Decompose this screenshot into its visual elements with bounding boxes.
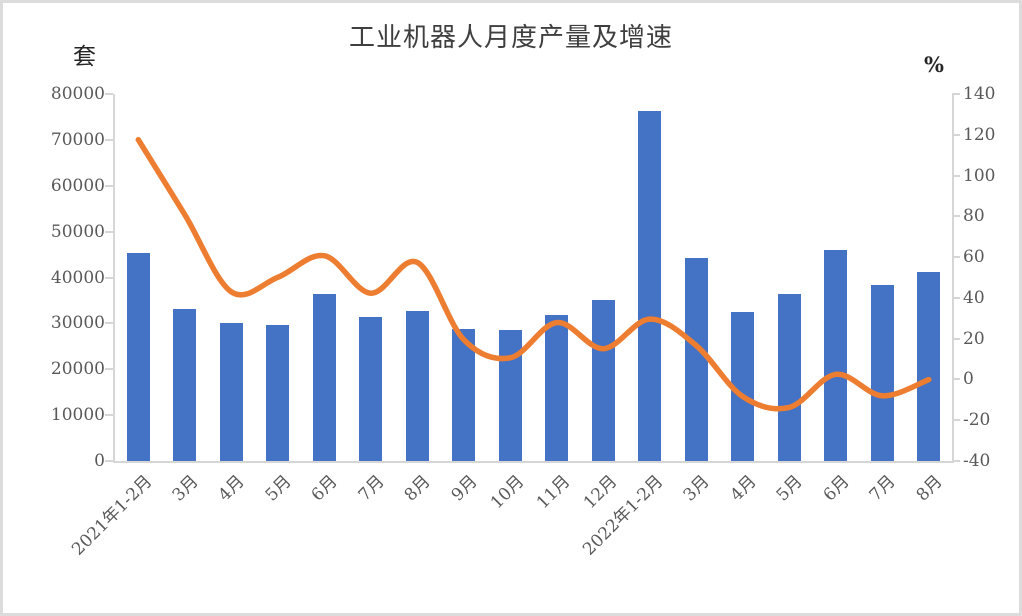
right-axis-tick-label: 140 bbox=[963, 84, 996, 104]
production-bar bbox=[591, 299, 615, 461]
production-bar bbox=[452, 328, 476, 461]
left-axis-tick-label: 80000 bbox=[50, 84, 105, 104]
growth-line bbox=[135, 136, 932, 412]
left-axis-unit-label: 套 bbox=[73, 44, 96, 70]
right-axis-tick-mark bbox=[952, 174, 960, 177]
left-axis-tick-label: 20000 bbox=[50, 359, 105, 380]
right-axis-tick-label: 20 bbox=[963, 328, 985, 349]
right-axis-tick-mark bbox=[952, 419, 960, 422]
x-axis-label: 7月 bbox=[866, 471, 900, 506]
left-axis-tick-label: 60000 bbox=[50, 175, 105, 196]
chart-title: 工业机器人月度产量及增速 bbox=[348, 23, 673, 53]
production-bar bbox=[266, 324, 290, 461]
x-axis-label: 3月 bbox=[680, 471, 714, 506]
x-axis-label: 11月 bbox=[532, 471, 575, 514]
left-axis-tick-mark bbox=[105, 93, 113, 95]
left-axis-tick-mark bbox=[105, 138, 113, 141]
production-bar bbox=[870, 285, 894, 461]
right-axis-tick-label: 0 bbox=[963, 369, 974, 390]
x-axis-label: 2021年1-2月 bbox=[67, 471, 156, 560]
right-axis-tick-mark bbox=[952, 133, 960, 136]
x-axis-label: 9月 bbox=[447, 471, 482, 506]
x-axis-label: 8月 bbox=[912, 471, 947, 506]
x-axis-label: 8月 bbox=[401, 471, 435, 506]
x-axis-label: 6月 bbox=[308, 471, 342, 506]
right-axis-tick-label: 40 bbox=[963, 287, 985, 308]
x-axis-label: 10月 bbox=[486, 471, 528, 514]
production-bar bbox=[545, 314, 569, 461]
right-axis-tick-label: 100 bbox=[963, 165, 996, 186]
production-bar bbox=[312, 294, 336, 461]
x-axis-label: 3月 bbox=[168, 471, 203, 506]
left-axis-tick-label: 10000 bbox=[50, 405, 105, 426]
plot-area bbox=[113, 94, 954, 463]
growth-line-layer bbox=[135, 136, 932, 412]
right-axis-tick-mark bbox=[952, 378, 960, 381]
production-bar bbox=[638, 110, 662, 461]
production-bar bbox=[126, 252, 150, 461]
right-axis-tick-mark bbox=[952, 296, 960, 299]
production-bar bbox=[917, 271, 941, 461]
left-axis-tick-mark bbox=[105, 368, 113, 371]
production-bar bbox=[777, 293, 801, 461]
right-axis-unit-label: % bbox=[924, 52, 944, 77]
production-bar bbox=[219, 322, 243, 461]
right-axis-tick-mark bbox=[952, 93, 960, 95]
x-axis-label: 5月 bbox=[261, 471, 296, 506]
left-axis-tick-label: 30000 bbox=[50, 313, 105, 334]
left-axis-tick-mark bbox=[105, 230, 113, 233]
x-axis-label: 7月 bbox=[354, 471, 389, 506]
left-axis-tick-mark bbox=[105, 414, 113, 417]
production-bar bbox=[173, 309, 197, 461]
x-axis-label: 4月 bbox=[215, 471, 249, 506]
x-axis-label: 6月 bbox=[819, 471, 854, 506]
production-bar bbox=[359, 317, 383, 461]
production-bar bbox=[405, 310, 429, 461]
production-bar bbox=[684, 257, 708, 461]
left-axis-tick-mark bbox=[105, 322, 113, 325]
x-axis-label: 4月 bbox=[726, 471, 761, 506]
right-axis-tick-label: 60 bbox=[963, 247, 985, 268]
left-axis-tick-mark bbox=[105, 184, 113, 187]
right-axis-tick-label: 80 bbox=[963, 206, 985, 227]
bars-layer bbox=[115, 94, 952, 461]
left-axis-tick-mark bbox=[105, 460, 113, 462]
production-bar bbox=[824, 249, 848, 461]
left-axis-tick-label: 70000 bbox=[50, 129, 105, 150]
x-axis-label: 5月 bbox=[773, 471, 807, 506]
left-axis-tick-label: 50000 bbox=[50, 221, 105, 242]
left-axis-tick-label: 0 bbox=[94, 451, 105, 471]
right-axis-tick-label: -20 bbox=[963, 410, 991, 431]
right-axis-tick-mark bbox=[952, 337, 960, 340]
left-axis-tick-label: 40000 bbox=[50, 267, 105, 288]
production-bar bbox=[498, 330, 522, 461]
right-axis-tick-mark bbox=[952, 256, 960, 259]
left-axis-tick-mark bbox=[105, 276, 113, 279]
right-axis-tick-label: -40 bbox=[963, 451, 991, 471]
right-axis-tick-mark bbox=[952, 215, 960, 218]
production-bar bbox=[731, 311, 755, 461]
right-axis-tick-mark bbox=[952, 460, 960, 462]
right-axis-tick-label: 120 bbox=[963, 124, 996, 145]
